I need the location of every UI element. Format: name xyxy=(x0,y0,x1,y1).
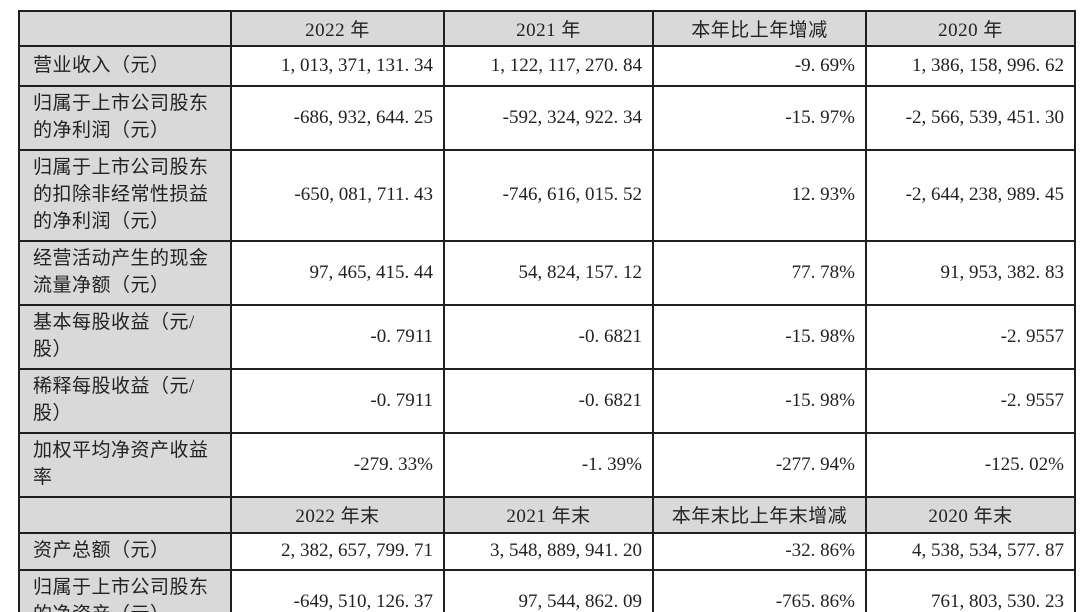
row-label: 加权平均净资产收益 率 xyxy=(18,431,232,498)
header-2022: 2022 年 xyxy=(230,10,445,47)
cell-value: -592, 324, 922. 34 xyxy=(443,85,654,151)
cell-value: 1, 013, 371, 131. 34 xyxy=(230,45,445,87)
cell-value: -2, 566, 539, 451. 30 xyxy=(865,85,1076,151)
cell-value: -650, 081, 711. 43 xyxy=(230,148,445,242)
cell-value: 77. 78% xyxy=(652,239,867,306)
cell-value: 2, 382, 657, 799. 71 xyxy=(230,531,445,571)
corner-cell xyxy=(18,10,232,47)
cell-value: -15. 98% xyxy=(652,367,867,434)
header-2020: 2020 年 xyxy=(865,10,1076,47)
table-row-net-assets: 归属于上市公司股东 的净资产（元） -649, 510, 126. 37 97,… xyxy=(18,568,1076,612)
cell-value: -32. 86% xyxy=(652,531,867,571)
corner-cell xyxy=(18,495,232,534)
cell-value: 97, 465, 415. 44 xyxy=(230,239,445,306)
cell-value: 1, 122, 117, 270. 84 xyxy=(443,45,654,87)
table-row-revenue: 营业收入（元） 1, 013, 371, 131. 34 1, 122, 117… xyxy=(18,45,1076,87)
cell-value: -746, 616, 015. 52 xyxy=(443,148,654,242)
row-label: 归属于上市公司股东 的扣除非经常性损益 的净利润（元） xyxy=(18,148,232,242)
cell-value: -277. 94% xyxy=(652,431,867,498)
table-row-diluted-eps: 稀释每股收益（元/ 股） -0. 7911 -0. 6821 -15. 98% … xyxy=(18,367,1076,434)
financial-summary-table: 2022 年 2021 年 本年比上年增减 2020 年 营业收入（元） 1, … xyxy=(18,10,1076,612)
cell-value: -2, 644, 238, 989. 45 xyxy=(865,148,1076,242)
cell-value: 12. 93% xyxy=(652,148,867,242)
cell-value: -15. 97% xyxy=(652,85,867,151)
row-label: 资产总额（元） xyxy=(18,531,232,571)
header-row-annual: 2022 年 2021 年 本年比上年增减 2020 年 xyxy=(18,10,1076,47)
table-row-operating-cash-flow: 经营活动产生的现金 流量净额（元） 97, 465, 415. 44 54, 8… xyxy=(18,239,1076,306)
row-label: 基本每股收益（元/ 股） xyxy=(18,303,232,370)
cell-value: 1, 386, 158, 996. 62 xyxy=(865,45,1076,87)
cell-value: -9. 69% xyxy=(652,45,867,87)
cell-value: 4, 538, 534, 577. 87 xyxy=(865,531,1076,571)
cell-value: -0. 6821 xyxy=(443,367,654,434)
header-eoy-change: 本年末比上年末增减 xyxy=(652,495,867,534)
cell-value: 91, 953, 382. 83 xyxy=(865,239,1076,306)
cell-value: -0. 6821 xyxy=(443,303,654,370)
table-row-weighted-avg-roe: 加权平均净资产收益 率 -279. 33% -1. 39% -277. 94% … xyxy=(18,431,1076,498)
cell-value: -649, 510, 126. 37 xyxy=(230,568,445,612)
header-2021: 2021 年 xyxy=(443,10,654,47)
header-2020-eoy: 2020 年末 xyxy=(865,495,1076,534)
header-yoy-change: 本年比上年增减 xyxy=(652,10,867,47)
cell-value: -279. 33% xyxy=(230,431,445,498)
cell-value: -1. 39% xyxy=(443,431,654,498)
table-row-net-profit-excl-nonrecurring: 归属于上市公司股东 的扣除非经常性损益 的净利润（元） -650, 081, 7… xyxy=(18,148,1076,242)
cell-value: 54, 824, 157. 12 xyxy=(443,239,654,306)
row-label: 归属于上市公司股东 的净利润（元） xyxy=(18,85,232,151)
cell-value: 97, 544, 862. 09 xyxy=(443,568,654,612)
row-label: 稀释每股收益（元/ 股） xyxy=(18,367,232,434)
cell-value: -2. 9557 xyxy=(865,367,1076,434)
cell-value: -2. 9557 xyxy=(865,303,1076,370)
cell-value: -0. 7911 xyxy=(230,303,445,370)
header-2021-eoy: 2021 年末 xyxy=(443,495,654,534)
header-2022-eoy: 2022 年末 xyxy=(230,495,445,534)
cell-value: -0. 7911 xyxy=(230,367,445,434)
table-row-net-profit: 归属于上市公司股东 的净利润（元） -686, 932, 644. 25 -59… xyxy=(18,85,1076,151)
cell-value: -765. 86% xyxy=(652,568,867,612)
cell-value: 761, 803, 530. 23 xyxy=(865,568,1076,612)
row-label: 经营活动产生的现金 流量净额（元） xyxy=(18,239,232,306)
row-label: 归属于上市公司股东 的净资产（元） xyxy=(18,568,232,612)
cell-value: -125. 02% xyxy=(865,431,1076,498)
table-row-basic-eps: 基本每股收益（元/ 股） -0. 7911 -0. 6821 -15. 98% … xyxy=(18,303,1076,370)
header-row-end-of-year: 2022 年末 2021 年末 本年末比上年末增减 2020 年末 xyxy=(18,495,1076,534)
cell-value: -15. 98% xyxy=(652,303,867,370)
cell-value: 3, 548, 889, 941. 20 xyxy=(443,531,654,571)
row-label: 营业收入（元） xyxy=(18,45,232,87)
table-row-total-assets: 资产总额（元） 2, 382, 657, 799. 71 3, 548, 889… xyxy=(18,531,1076,571)
cell-value: -686, 932, 644. 25 xyxy=(230,85,445,151)
